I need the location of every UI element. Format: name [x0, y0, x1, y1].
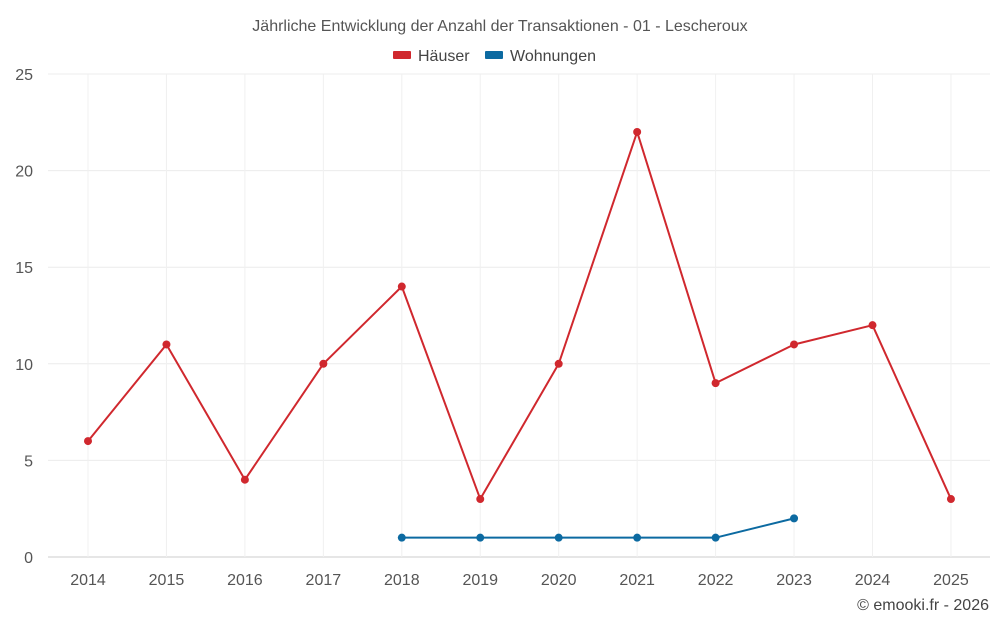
grid	[48, 73, 990, 558]
x-tick-label: 2016	[227, 572, 263, 589]
data-point-hauser-2016[interactable]	[240, 475, 249, 484]
data-point-hauser-2024[interactable]	[868, 321, 877, 330]
x-tick-label: 2021	[619, 572, 655, 589]
y-tick-label: 20	[15, 164, 33, 181]
credit-text: © emooki.fr - 2026	[857, 597, 989, 614]
x-tick-label: 2019	[462, 572, 498, 589]
data-point-wohnungen-2022[interactable]	[711, 533, 720, 542]
data-point-hauser-2014[interactable]	[84, 437, 92, 446]
data-point-hauser-2019[interactable]	[476, 495, 485, 504]
x-tick-label: 2017	[306, 572, 342, 589]
chart-title: Jährliche Entwicklung der Anzahl der Tra…	[252, 18, 747, 35]
data-point-hauser-2021[interactable]	[633, 127, 642, 136]
y-tick-label: 0	[24, 550, 33, 567]
data-point-wohnungen-2019[interactable]	[476, 533, 485, 542]
x-tick-label: 2025	[933, 572, 969, 589]
x-tick-label: 2018	[384, 572, 420, 589]
x-tick-label: 2015	[149, 572, 185, 589]
legend-label-wohnungen[interactable]: Wohnungen	[510, 48, 596, 65]
data-point-hauser-2015[interactable]	[162, 340, 171, 349]
legend-swatch-hauser	[393, 51, 411, 59]
data-point-hauser-2018[interactable]	[397, 282, 406, 291]
x-tick-label: 2022	[698, 572, 734, 589]
legend-label-hauser[interactable]: Häuser	[418, 48, 470, 65]
data-point-hauser-2017[interactable]	[319, 359, 328, 368]
legend: Häuser Wohnungen	[393, 48, 596, 65]
data-point-hauser-2020[interactable]	[554, 359, 563, 368]
data-point-wohnungen-2021[interactable]	[633, 533, 642, 542]
data-point-wohnungen-2023[interactable]	[790, 514, 799, 523]
y-tick-label: 15	[15, 260, 33, 277]
series-hauser	[84, 127, 955, 504]
data-point-wohnungen-2020[interactable]	[554, 533, 563, 542]
data-point-wohnungen-2018[interactable]	[397, 533, 406, 542]
y-tick-label: 5	[24, 453, 33, 470]
series-line-wohnungen	[400, 517, 796, 539]
y-tick-label: 25	[15, 67, 33, 84]
data-point-hauser-2022[interactable]	[711, 379, 720, 388]
data-point-hauser-2025[interactable]	[946, 495, 955, 504]
series-line-hauser	[87, 130, 952, 501]
series-wohnungen	[397, 514, 799, 542]
x-tick-label: 2024	[855, 572, 891, 589]
data-point-hauser-2023[interactable]	[790, 340, 799, 349]
x-tick-label: 2020	[541, 572, 577, 589]
legend-swatch-wohnungen	[485, 51, 503, 59]
x-tick-label: 2014	[70, 572, 106, 589]
series-layer	[84, 127, 955, 542]
y-tick-label: 10	[15, 357, 33, 374]
x-tick-label: 2023	[776, 572, 812, 589]
